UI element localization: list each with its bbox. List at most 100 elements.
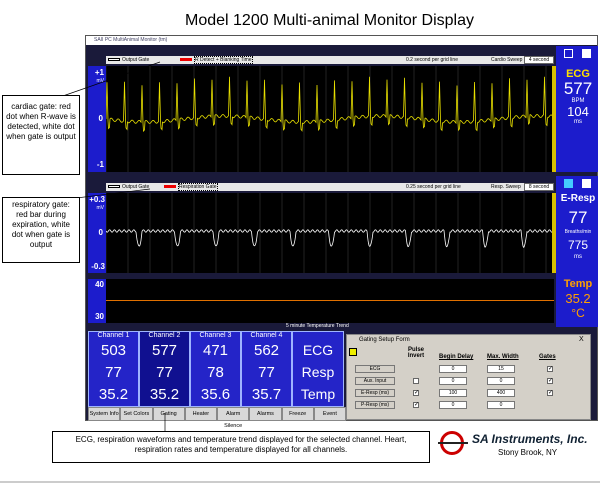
axis-label: +0.3 [89, 195, 105, 204]
channel-resp: 77 [258, 364, 275, 381]
axis-label: 40 [95, 280, 104, 289]
button[interactable]: System Info [88, 407, 121, 421]
channel-name: Channel 2 [148, 332, 181, 339]
channel-box[interactable]: Channel 3 471 78 35.6 [190, 331, 241, 407]
invert-checkbox[interactable]: ✓ [413, 390, 420, 396]
resp-plot [106, 193, 554, 273]
button[interactable]: Alarm Silence [217, 407, 250, 429]
callout: respiratory gate: red bar during expirat… [2, 197, 80, 263]
button[interactable]: Gating [152, 407, 185, 421]
column-header: Begin Delay [439, 354, 474, 360]
readout-interval: 775 [567, 238, 589, 252]
channel-strip: Channel 1 503 77 35.2 Channel 2 577 77 35.2 Chan… [88, 331, 344, 407]
row-button[interactable]: Aux. Input [355, 377, 395, 385]
form-close[interactable]: X [579, 336, 584, 343]
scale-label: 0.2 second per grid line [406, 57, 458, 63]
readout-unit: °C [571, 306, 585, 320]
resp-axis: +0.3 mV 0 -0.3 [88, 193, 106, 273]
column-header: Pulse Invert [407, 347, 425, 359]
readout-name: Temp [563, 278, 593, 290]
readout-unit: Breaths/min [564, 229, 592, 235]
sweep-marker [552, 66, 556, 172]
max-width[interactable]: 0 [487, 377, 515, 385]
callout: ECG, respiration waveforms and temperatu… [52, 431, 430, 463]
gate-checkbox[interactable]: ✓ [547, 390, 554, 396]
max-width[interactable]: 400 [487, 389, 515, 397]
sweep-label: Cardio Sweep [491, 57, 523, 63]
begin-delay[interactable]: 0 [439, 365, 467, 373]
logo-bar [438, 442, 468, 444]
button[interactable]: Freeze [281, 407, 314, 421]
button[interactable]: Alarms [249, 407, 282, 421]
button[interactable]: Event [313, 407, 346, 421]
column-header: Max. Width [487, 354, 519, 360]
sweep-marker [552, 193, 556, 273]
axis-label: +1 [94, 68, 104, 77]
max-width[interactable]: 15 [487, 365, 515, 373]
legend-label: Respiration Gate [178, 183, 218, 191]
readout-name: ECG [566, 68, 590, 80]
ecg-axis: +1 mV 0 -1 [88, 66, 106, 172]
callout: cardiac gate: red dot when R-wave is det… [2, 95, 80, 175]
channel-resp: 77 [156, 364, 173, 381]
readout-rate: 77 [568, 208, 588, 227]
channel-temp: 35.7 [251, 386, 282, 403]
icon[interactable] [564, 49, 573, 58]
gate-checkbox[interactable]: ✓ [547, 378, 554, 384]
channel-resp: 77 [105, 364, 122, 381]
channel-temp: 35.2 [98, 386, 129, 403]
legend-label: Output Gate [122, 184, 150, 190]
begin-delay[interactable]: 0 [439, 377, 467, 385]
channel-label: Temp [300, 386, 336, 402]
channel-label: ECG [302, 342, 334, 358]
max-width[interactable]: 0 [487, 401, 515, 409]
sweep-button[interactable]: 4 second [524, 56, 554, 64]
axis-unit: mV [96, 78, 105, 84]
legend-swatch [108, 58, 120, 61]
form-title: Gating Setup Form [359, 337, 410, 343]
column-header: Gates [539, 354, 556, 360]
legend-swatch [180, 58, 192, 61]
gate-checkbox[interactable]: ✓ [547, 366, 554, 372]
channel-rate: 562 [253, 342, 280, 359]
begin-delay[interactable]: 0 [439, 401, 467, 409]
button[interactable]: Set Colors [120, 407, 153, 421]
channel-temp: 35.6 [200, 386, 231, 403]
axis-unit: mV [96, 205, 105, 211]
channel-rate: 471 [202, 342, 229, 359]
legend-label: Output Gate [122, 57, 150, 63]
waveform [106, 76, 554, 133]
ecg-header: Output Gate R Detect + Blanking Time 0.2… [106, 56, 554, 64]
row-button[interactable]: ECG [355, 365, 395, 373]
gating-form: Gating Setup Form X Pulse Invert Begin D… [346, 334, 591, 420]
form-icon [349, 348, 357, 356]
axis-label: 30 [95, 312, 104, 321]
readout-unit: ms [574, 119, 582, 125]
begin-delay[interactable]: 100 [439, 389, 467, 397]
sweep-button[interactable]: 8 second [524, 183, 554, 191]
button[interactable]: Heater [184, 407, 217, 421]
channel-name: Channel 1 [97, 332, 130, 339]
channel-box[interactable]: Channel 4 562 77 35.7 [241, 331, 292, 407]
readout-name: E-Resp [560, 193, 596, 204]
row-button[interactable]: E-Resp (ms) [355, 389, 395, 397]
invert-checkbox[interactable] [413, 378, 419, 384]
icon[interactable] [582, 179, 591, 188]
channel-rate: 503 [100, 342, 127, 359]
channel-box[interactable]: Channel 1 503 77 35.2 [88, 331, 139, 407]
legend-label: R Detect + Blanking Time [194, 56, 253, 64]
row-button[interactable]: P-Resp (ms) [355, 401, 395, 409]
logo: SA Instruments, Inc. Stony Brook, NY [438, 428, 598, 462]
invert-checkbox[interactable]: ✓ [413, 402, 420, 408]
channel-label: Resp [301, 364, 335, 380]
axis-label: -0.3 [91, 262, 105, 271]
ecg-waveform [106, 66, 554, 172]
readout-value: 35.2 [565, 291, 591, 306]
ecg-readout: ECG 577 BPM 104 ms [556, 46, 598, 172]
channel-name: Channel 3 [199, 332, 232, 339]
icon[interactable] [582, 49, 591, 58]
channel-box[interactable]: Channel 2 577 77 35.2 [139, 331, 190, 407]
icon[interactable] [564, 179, 573, 188]
temp-axis: 40 30 [88, 279, 106, 323]
